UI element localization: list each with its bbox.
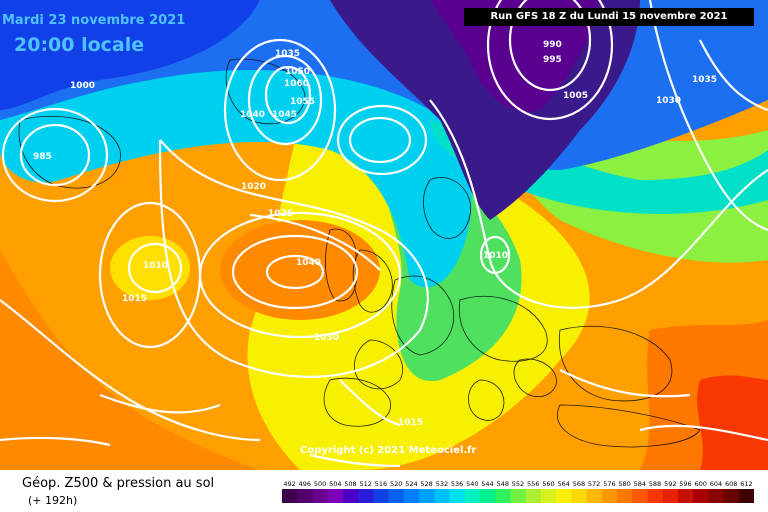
scale-tick-label: 504 [329,480,341,488]
scale-tick-label: 588 [649,480,661,488]
scale-swatch [373,489,390,503]
isobar-label: 1045 [272,110,297,120]
scale-tick-label: 608 [725,480,737,488]
isobar-label: 1015 [398,418,423,428]
scale-swatch [601,489,618,503]
isobar-label: 1060 [284,79,309,89]
blue-zone-west [0,0,260,110]
scale-swatch [723,489,740,503]
isobar-label: 1050 [285,67,310,77]
scale-tick-label: 560 [542,480,554,488]
scale-swatch [556,489,572,503]
isobar-label: 990 [543,40,562,50]
isobar-label: 1010 [143,261,168,271]
scale-swatch [647,489,664,503]
scale-swatch [449,489,466,503]
hot-zone-southeast-core [697,375,768,470]
scale-swatch [419,489,435,503]
orange-southwest [0,250,260,470]
scale-tick-label: 492 [283,480,295,488]
isobar-label: 1015 [122,294,147,304]
isobar-label: 985 [33,152,52,162]
scale-swatch [708,489,724,503]
scale-tick-label: 572 [588,480,600,488]
isobar-label: 1055 [290,97,315,107]
scale-swatch [312,489,329,503]
scale-tick-label: 508 [344,480,356,488]
scale-tick-label: 568 [573,480,585,488]
scale-tick-label: 596 [679,480,691,488]
legend-subtitle: (+ 192h) [28,494,78,507]
scale-tick-label: 576 [603,480,615,488]
scale-swatch [632,489,648,503]
forecast-date: Mardi 23 novembre 2021 [2,13,186,28]
scale-tick-label: 548 [497,480,509,488]
scale-tick-label: 564 [557,480,569,488]
scale-swatch [495,489,511,503]
isobar-label: 1030 [314,333,339,343]
scale-tick-label: 600 [694,480,706,488]
high-pressure-center [220,220,380,320]
run-info-banner: Run GFS 18 Z du Lundi 15 novembre 2021 [464,8,754,26]
scale-tick-label: 500 [314,480,326,488]
scale-swatch [586,489,603,503]
scale-swatch [464,489,481,503]
scale-swatch [662,489,679,503]
high-pressure-west [110,236,190,300]
isobar-label: 1040 [296,258,321,268]
scale-swatch [297,489,313,503]
scale-tick-label: 520 [390,480,402,488]
scale-tick-label: 528 [420,480,432,488]
scale-tick-label: 532 [436,480,448,488]
scale-tick-label: 496 [299,480,311,488]
isobar-label: 1005 [563,91,588,101]
isobar-label: 1035 [275,49,300,59]
isobar-label: 1000 [70,81,95,91]
scale-tick-label: 592 [664,480,676,488]
scale-swatch [282,489,298,503]
isobar-label: 1030 [656,96,681,106]
isobar-label: 1025 [268,209,293,219]
scale-swatch [677,489,694,503]
scale-tick-label: 516 [375,480,387,488]
isobar-lines [0,0,768,468]
scale-swatch [403,489,420,503]
isobar-label: 995 [543,55,562,65]
isobar-label: 1040 [240,110,265,120]
isobar-labels: 1035 1050 1060 1055 1045 1040 1040 1030 … [33,40,717,428]
scale-tick-label: 612 [740,480,752,488]
scale-swatch [510,489,527,503]
scale-tick-label: 580 [618,480,630,488]
scale-swatch [388,489,405,503]
scale-swatch [434,489,450,503]
isobar-label: 1010 [483,251,508,261]
color-scale: 492 496 500 504 508 512 516 520 524 528 532 536 540 5… [282,480,754,503]
scale-tick-label: 536 [451,480,463,488]
scale-tick-label: 556 [527,480,539,488]
scale-tick-label: 604 [710,480,722,488]
scale-swatch [571,489,587,503]
legend-title: Géop. Z500 & pression au sol [22,476,215,491]
scale-tick-label: 512 [359,480,371,488]
scale-swatch [525,489,542,503]
scale-swatch [479,489,496,503]
copyright-text: Copyright (c) 2021 Meteociel.fr [300,445,477,456]
deep-low-core [430,0,600,112]
scale-tick-label: 524 [405,480,417,488]
scale-swatch [540,489,557,503]
weather-map: 1035 1050 1060 1055 1045 1040 1040 1030 … [0,0,768,470]
isobar-label: 1035 [692,75,717,85]
scale-tick-label: 552 [512,480,524,488]
scale-tick-label: 540 [466,480,478,488]
scale-swatch [738,489,754,503]
scale-swatch [693,489,709,503]
isobar-label: 1020 [241,182,266,192]
scale-swatch [327,489,344,503]
forecast-time: 20:00 locale [14,34,145,56]
scale-swatch [358,489,374,503]
scale-swatch [617,489,633,503]
scale-tick-label: 584 [634,480,646,488]
scale-tick-label: 544 [481,480,493,488]
scale-swatch [342,489,359,503]
